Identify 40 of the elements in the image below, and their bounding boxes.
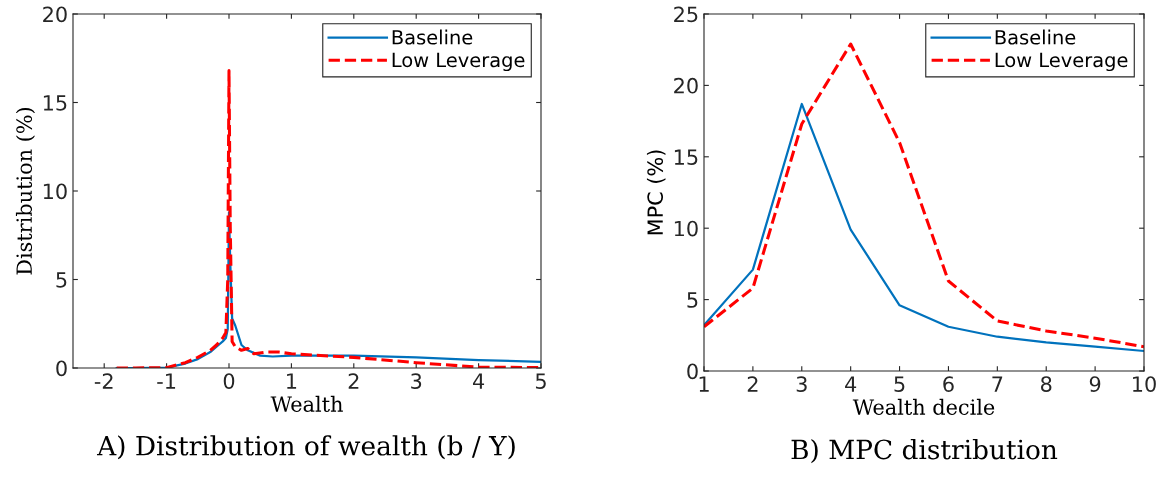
legend-label: Baseline bbox=[995, 29, 1076, 45]
x-tick-label: 9 bbox=[1089, 376, 1101, 392]
x-axis-title: Wealth decile bbox=[852, 398, 995, 415]
y-axis-title: Distribution (%) bbox=[15, 107, 35, 275]
x-tick-label: 0 bbox=[223, 373, 235, 389]
x-tick-label: 10 bbox=[1133, 376, 1156, 392]
x-tick-label: 2 bbox=[348, 373, 359, 389]
x-tick-label: 4 bbox=[472, 373, 485, 389]
legend-label: Low Leverage bbox=[392, 52, 525, 72]
x-axis-title: Wealth bbox=[270, 395, 343, 412]
x-tick-label: 1 bbox=[699, 376, 709, 392]
x-tick-label: 4 bbox=[845, 376, 857, 392]
x-tick-label: -2 bbox=[94, 373, 113, 389]
y-tick-label: 0 bbox=[56, 360, 67, 377]
x-tick-label: 8 bbox=[1041, 376, 1052, 392]
x-tick-label: -1 bbox=[157, 373, 176, 389]
text: B) MPC distribution bbox=[791, 439, 1058, 464]
x-tick-label: 3 bbox=[796, 376, 807, 392]
y-tick-label: 20 bbox=[43, 6, 67, 23]
y-tick-label: 25 bbox=[674, 6, 698, 23]
x-tick-label: 2 bbox=[747, 376, 758, 392]
line-series bbox=[115, 69, 541, 368]
legend-label: Low Leverage bbox=[995, 52, 1128, 72]
x-tick-label: 1 bbox=[287, 373, 297, 389]
y-tick-label: 5 bbox=[687, 292, 698, 308]
x-tick-label: 7 bbox=[992, 376, 1003, 392]
x-tick-label: 3 bbox=[411, 373, 422, 389]
y-tick-label: 15 bbox=[674, 149, 698, 166]
y-tick-label: 5 bbox=[56, 272, 67, 288]
x-tick-label: 5 bbox=[535, 373, 546, 389]
x-tick-label: 6 bbox=[943, 376, 954, 392]
text: A) Distribution of wealth (b / Y) bbox=[96, 435, 515, 460]
y-axis-title: MPC (%) bbox=[646, 150, 666, 235]
x-tick-label: 5 bbox=[894, 376, 905, 392]
legend-label: Baseline bbox=[392, 29, 473, 45]
line-series bbox=[704, 102, 1144, 353]
y-tick-label: 15 bbox=[43, 95, 67, 111]
y-tick-label: 20 bbox=[674, 77, 698, 94]
y-tick-label: 10 bbox=[674, 220, 698, 237]
y-tick-label: 10 bbox=[43, 183, 67, 200]
